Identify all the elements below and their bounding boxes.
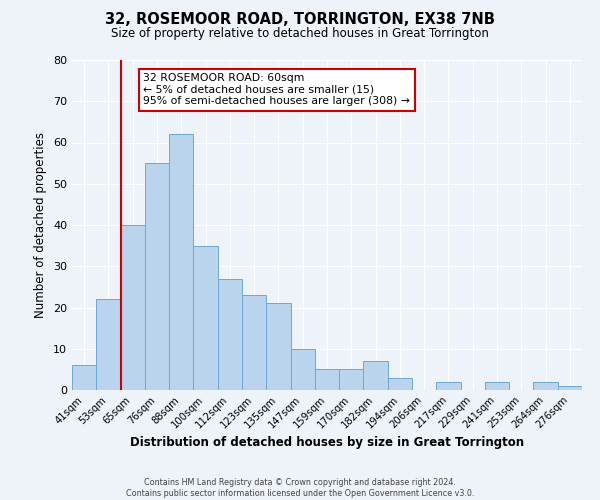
Bar	[533, 382, 558, 390]
Bar	[315, 370, 339, 390]
Bar	[364, 361, 388, 390]
Bar	[485, 382, 509, 390]
Bar	[193, 246, 218, 390]
Bar	[242, 295, 266, 390]
Bar	[169, 134, 193, 390]
Text: 32 ROSEMOOR ROAD: 60sqm
← 5% of detached houses are smaller (15)
95% of semi-det: 32 ROSEMOOR ROAD: 60sqm ← 5% of detached…	[143, 73, 410, 106]
Bar	[145, 163, 169, 390]
Bar	[558, 386, 582, 390]
Bar	[96, 299, 121, 390]
Bar	[339, 370, 364, 390]
Text: Size of property relative to detached houses in Great Torrington: Size of property relative to detached ho…	[111, 28, 489, 40]
Bar	[436, 382, 461, 390]
Text: 32, ROSEMOOR ROAD, TORRINGTON, EX38 7NB: 32, ROSEMOOR ROAD, TORRINGTON, EX38 7NB	[105, 12, 495, 28]
Bar	[72, 365, 96, 390]
Bar	[388, 378, 412, 390]
X-axis label: Distribution of detached houses by size in Great Torrington: Distribution of detached houses by size …	[130, 436, 524, 449]
Y-axis label: Number of detached properties: Number of detached properties	[34, 132, 47, 318]
Bar	[218, 278, 242, 390]
Bar	[290, 349, 315, 390]
Bar	[266, 304, 290, 390]
Bar	[121, 225, 145, 390]
Text: Contains HM Land Registry data © Crown copyright and database right 2024.
Contai: Contains HM Land Registry data © Crown c…	[126, 478, 474, 498]
